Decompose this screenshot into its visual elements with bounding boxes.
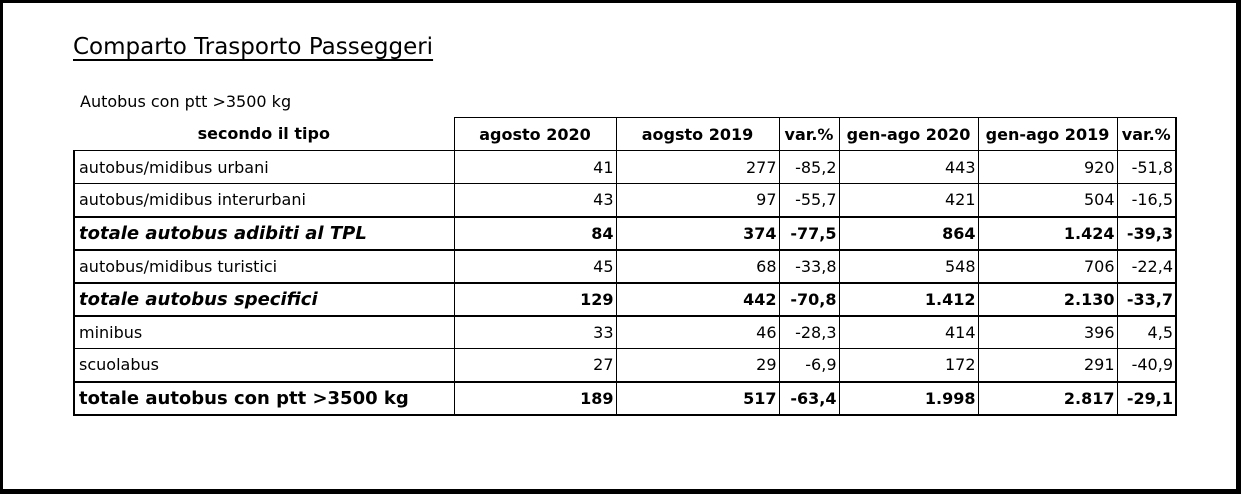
row-value: 29 — [615, 348, 780, 382]
row-label: totale autobus specifici — [73, 281, 455, 316]
row-value: -70,8 — [778, 281, 840, 316]
row-value: 548 — [838, 248, 979, 283]
row-value: 97 — [615, 183, 780, 217]
table-row: autobus/midibus urbani 41 277 -85,2 443 920 -5… — [73, 150, 1177, 184]
row-value: 706 — [977, 248, 1118, 283]
row-value: 189 — [453, 380, 617, 415]
row-value: 41 — [453, 150, 617, 184]
table-row: scuolabus 27 29 -6,9 172 291 -40,9 — [73, 348, 1177, 382]
header-col-1: agosto 2020 — [453, 117, 617, 151]
row-value: 172 — [838, 348, 979, 382]
row-value: 1.412 — [838, 281, 979, 316]
header-corner-label: secondo il tipo — [74, 117, 455, 151]
row-value: 2.817 — [977, 380, 1118, 415]
row-value: -16,5 — [1116, 183, 1177, 217]
row-value: 414 — [838, 314, 979, 349]
row-value: 43 — [453, 183, 617, 217]
passenger-transport-table: secondo il tipo agosto 2020 aogsto 2019 … — [73, 117, 1177, 416]
row-value: 33 — [453, 314, 617, 349]
row-value: 1.998 — [838, 380, 979, 415]
row-value: -55,7 — [778, 183, 840, 217]
row-label: autobus/midibus urbani — [73, 150, 455, 184]
row-value: 2.130 — [977, 281, 1118, 316]
table-row: autobus/midibus turistici 45 68 -33,8 548 706… — [73, 248, 1177, 283]
header-col-6: var.% — [1116, 117, 1177, 151]
header-col-5: gen-ago 2019 — [977, 117, 1118, 151]
row-value: -77,5 — [778, 215, 840, 250]
row-value: 129 — [453, 281, 617, 316]
row-value: -29,1 — [1116, 380, 1177, 415]
row-value: 4,5 — [1116, 314, 1177, 349]
row-value: 1.424 — [977, 215, 1118, 250]
table-row: totale autobus specifici 129 442 -70,8 1.412… — [73, 281, 1177, 316]
row-value: -6,9 — [778, 348, 840, 382]
row-label: totale autobus adibiti al TPL — [73, 215, 455, 250]
row-value: 68 — [615, 248, 780, 283]
row-value: 27 — [453, 348, 617, 382]
row-value: -63,4 — [778, 380, 840, 415]
header-row: secondo il tipo agosto 2020 aogsto 2019 … — [74, 117, 1177, 151]
row-value: 920 — [977, 150, 1118, 184]
table-subtitle: Autobus con ptt >3500 kg — [80, 92, 292, 111]
row-value: 442 — [615, 281, 780, 316]
table-row: minibus 33 46 -28,3 414 396 4,5 — [73, 314, 1177, 349]
header-col-4: gen-ago 2020 — [838, 117, 979, 151]
table-row: totale autobus adibiti al TPL 84 374 -77,5 8… — [73, 215, 1177, 250]
table-row: totale autobus con ptt >3500 kg 189 517 -63… — [73, 380, 1177, 415]
row-value: 84 — [453, 215, 617, 250]
row-label: minibus — [73, 314, 455, 349]
row-value: -39,3 — [1116, 215, 1177, 250]
row-value: 45 — [453, 248, 617, 283]
row-value: 46 — [615, 314, 780, 349]
row-value: 517 — [615, 380, 780, 415]
row-value: 396 — [977, 314, 1118, 349]
row-value: -33,8 — [778, 248, 840, 283]
row-value: -40,9 — [1116, 348, 1177, 382]
row-value: -22,4 — [1116, 248, 1177, 283]
row-label: totale autobus con ptt >3500 kg — [73, 380, 455, 415]
row-value: 374 — [615, 215, 780, 250]
row-value: -33,7 — [1116, 281, 1177, 316]
row-value: -85,2 — [778, 150, 840, 184]
row-value: 443 — [838, 150, 979, 184]
header-col-3: var.% — [778, 117, 840, 151]
row-value: -28,3 — [778, 314, 840, 349]
row-label: autobus/midibus interurbani — [73, 183, 455, 217]
row-value: 421 — [838, 183, 979, 217]
table-row: autobus/midibus interurbani 43 97 -55,7 421 5… — [73, 183, 1177, 217]
row-value: 504 — [977, 183, 1118, 217]
row-label: scuolabus — [73, 348, 455, 382]
row-value: 291 — [977, 348, 1118, 382]
row-value: 864 — [838, 215, 979, 250]
row-label: autobus/midibus turistici — [73, 248, 455, 283]
table-body: autobus/midibus urbani 41 277 -85,2 443 920 -5… — [73, 150, 1177, 415]
page-title: Comparto Trasporto Passeggeri — [73, 34, 434, 60]
header-col-2: aogsto 2019 — [615, 117, 780, 151]
row-value: -51,8 — [1116, 150, 1177, 184]
row-value: 277 — [615, 150, 780, 184]
